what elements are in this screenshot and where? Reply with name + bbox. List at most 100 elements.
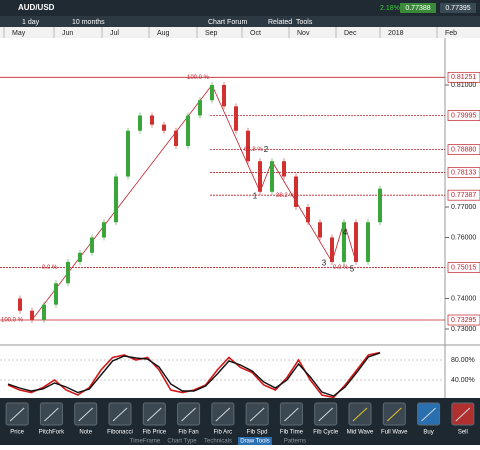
candle bbox=[162, 124, 166, 131]
candle bbox=[138, 115, 142, 131]
change: 2.18% bbox=[380, 5, 400, 12]
candle bbox=[210, 84, 214, 101]
candle bbox=[294, 176, 298, 207]
y-tick-label: 0.76000 bbox=[451, 234, 476, 241]
level-box bbox=[447, 167, 480, 178]
candle bbox=[66, 261, 70, 284]
active-tab[interactable] bbox=[238, 437, 272, 445]
tool-label[interactable]: Fib Fan bbox=[178, 430, 198, 436]
tab-label[interactable]: Chart Type bbox=[167, 439, 197, 445]
tool-label[interactable]: Fib Arc bbox=[214, 430, 233, 436]
candle bbox=[354, 222, 358, 262]
tool-label[interactable]: Note bbox=[79, 430, 92, 436]
level-box bbox=[447, 262, 480, 273]
candle bbox=[30, 310, 34, 320]
related[interactable]: Related bbox=[268, 19, 292, 26]
y-tick-label: 0.81000 bbox=[451, 82, 476, 89]
tool-label[interactable]: Fib Time bbox=[280, 430, 304, 436]
tool-label[interactable]: Mid Wave bbox=[347, 430, 374, 436]
stoch-line bbox=[7, 351, 381, 399]
candle bbox=[282, 161, 286, 177]
tool-label[interactable]: PitchFork bbox=[39, 430, 65, 436]
bid[interactable]: 0.77388 bbox=[405, 5, 430, 12]
level-box bbox=[447, 71, 480, 83]
tool-label[interactable]: Sell bbox=[458, 430, 468, 436]
month-label: Feb bbox=[445, 30, 457, 37]
level-box bbox=[447, 314, 480, 326]
ask[interactable]: 0.77395 bbox=[445, 5, 470, 12]
tool-label[interactable]: Fibonacci bbox=[107, 430, 133, 436]
y-tick-label: 0.77000 bbox=[451, 204, 476, 211]
month-label: Sep bbox=[205, 30, 218, 37]
tool-glyph bbox=[249, 407, 265, 422]
tool-glyph bbox=[215, 407, 231, 422]
candle bbox=[270, 161, 274, 192]
candle bbox=[42, 304, 46, 320]
month-label: 2018 bbox=[388, 30, 404, 37]
month-label: Dec bbox=[344, 30, 357, 37]
month-label: May bbox=[12, 30, 26, 37]
tool-label[interactable]: Fib Price bbox=[142, 430, 166, 436]
range[interactable]: 10 months bbox=[72, 19, 105, 26]
wave-label: 4 bbox=[343, 228, 348, 237]
candle bbox=[246, 130, 250, 162]
candle bbox=[258, 161, 262, 192]
candle bbox=[306, 206, 310, 223]
tab-label[interactable]: Draw Tools bbox=[240, 439, 270, 445]
forum[interactable]: Chart Forum bbox=[208, 19, 247, 26]
tab-label[interactable]: TimeFrame bbox=[130, 439, 161, 445]
wave-label: 1 bbox=[253, 191, 258, 200]
top-bar bbox=[0, 0, 480, 16]
y-tick-label: 80.00% bbox=[451, 357, 475, 364]
tool-glyph bbox=[78, 407, 94, 422]
candle bbox=[330, 237, 334, 262]
tool-glyph bbox=[421, 407, 436, 422]
wave-label: 2 bbox=[264, 145, 269, 154]
level-box bbox=[447, 189, 480, 201]
symbol: AUD/USD bbox=[18, 3, 55, 12]
month-label: Jul bbox=[110, 30, 119, 37]
level-box bbox=[447, 144, 480, 155]
toolbar bbox=[0, 16, 480, 27]
tool-glyph bbox=[9, 407, 25, 422]
trend-line bbox=[211, 84, 261, 192]
candle bbox=[366, 222, 370, 262]
wave-label: 3 bbox=[322, 259, 327, 268]
tool-glyph bbox=[112, 407, 128, 422]
tool-glyph bbox=[455, 407, 471, 422]
tool-label[interactable]: Fib Spd bbox=[247, 430, 268, 436]
candle bbox=[186, 115, 190, 146]
tool-label[interactable]: Full Wave bbox=[381, 430, 408, 436]
tool-label[interactable]: Price bbox=[10, 430, 24, 436]
fib-ratio: 38.2 % bbox=[276, 193, 295, 199]
stoch-line bbox=[7, 352, 381, 397]
fib-ratio: 100.0 % bbox=[1, 318, 24, 324]
level-label: 0.73295 bbox=[451, 317, 476, 324]
candle bbox=[318, 222, 322, 238]
candle bbox=[78, 252, 82, 262]
y-tick-label: 0.73000 bbox=[451, 326, 476, 333]
candle bbox=[150, 115, 154, 125]
tab-label[interactable]: Technicals bbox=[204, 439, 232, 445]
tool-glyph bbox=[181, 407, 196, 422]
tool-label[interactable]: Buy bbox=[423, 430, 433, 436]
tab-label[interactable]: Patterns bbox=[284, 439, 306, 445]
interval[interactable]: 1 day bbox=[22, 19, 40, 26]
candle bbox=[18, 298, 22, 311]
fib-ratio: 0.0 % bbox=[333, 265, 349, 271]
bid-box[interactable] bbox=[400, 3, 436, 13]
candle bbox=[126, 130, 130, 177]
candle bbox=[234, 106, 238, 131]
wave-label: 5 bbox=[350, 265, 355, 274]
tools[interactable]: Tools bbox=[296, 19, 313, 26]
ask-box[interactable] bbox=[440, 3, 476, 13]
fib-ratio: 100.0 % bbox=[187, 75, 210, 81]
candle bbox=[54, 283, 58, 305]
y-tick-label: 40.00% bbox=[451, 377, 475, 384]
tool-glyph bbox=[352, 407, 368, 422]
tool-label[interactable]: Fib Cycle bbox=[313, 430, 339, 436]
candle bbox=[114, 176, 118, 223]
level-box bbox=[447, 110, 480, 121]
tool-glyph bbox=[44, 407, 59, 422]
